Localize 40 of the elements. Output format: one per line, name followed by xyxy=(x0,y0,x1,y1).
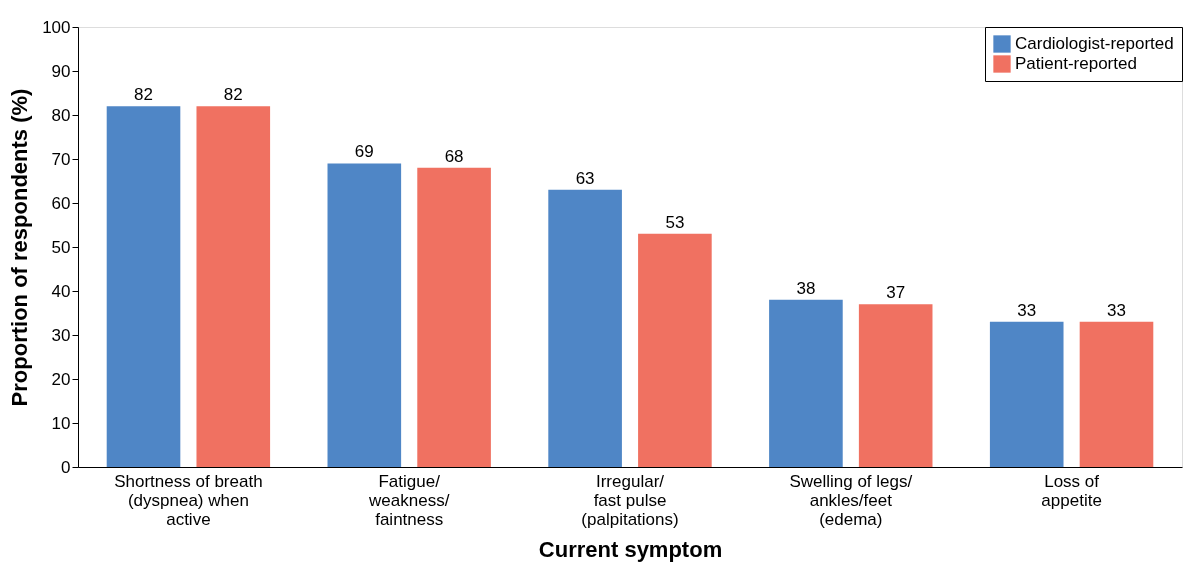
data-label: 82 xyxy=(223,85,243,105)
data-label: 37 xyxy=(886,283,906,303)
x-axis-title: Current symptom xyxy=(538,536,723,562)
y-tick-label: 40 xyxy=(51,281,71,301)
data-label: 33 xyxy=(1107,300,1126,320)
legend-label: Cardiologist-reported xyxy=(1015,34,1174,53)
bar xyxy=(327,163,402,467)
data-label: 82 xyxy=(134,85,153,105)
x-tick-label: Shortness of breath (dyspnea) when active xyxy=(114,471,263,529)
y-tick-label: 70 xyxy=(51,149,71,169)
data-label: 53 xyxy=(665,212,685,232)
bar xyxy=(106,106,181,467)
x-tick-label: Swelling of legs/ ankles/feet (edema) xyxy=(789,471,913,529)
data-label: 69 xyxy=(354,142,374,162)
bar xyxy=(638,233,712,467)
x-tick-label: Loss of appetite xyxy=(1041,471,1102,510)
legend-label: Patient-reported xyxy=(1015,54,1137,73)
x-tick-label: Fatigue/ weakness/ faintness xyxy=(368,471,450,529)
data-label: 38 xyxy=(796,278,816,298)
y-tick-label: 20 xyxy=(51,369,71,389)
bar xyxy=(196,106,271,467)
y-tick-label: 50 xyxy=(51,237,71,257)
bar xyxy=(1079,321,1154,467)
y-tick-label: 0 xyxy=(61,457,71,477)
bar xyxy=(858,304,933,467)
data-label: 63 xyxy=(575,168,595,188)
bar xyxy=(989,321,1064,467)
bar xyxy=(769,299,843,467)
bar xyxy=(548,189,622,467)
y-tick-label: 30 xyxy=(51,325,71,345)
y-tick-label: 80 xyxy=(51,105,71,125)
y-tick-label: 100 xyxy=(42,17,71,37)
y-tick-label: 90 xyxy=(51,61,71,81)
data-label: 33 xyxy=(1017,300,1037,320)
x-tick-label: Irregular/ fast pulse (palpitations) xyxy=(581,471,679,529)
y-tick-label: 10 xyxy=(51,413,71,433)
data-label: 68 xyxy=(444,146,464,166)
y-axis-title: Proportion of respondents (%) xyxy=(7,88,33,407)
bar xyxy=(417,167,491,467)
y-tick-label: 60 xyxy=(51,193,71,213)
